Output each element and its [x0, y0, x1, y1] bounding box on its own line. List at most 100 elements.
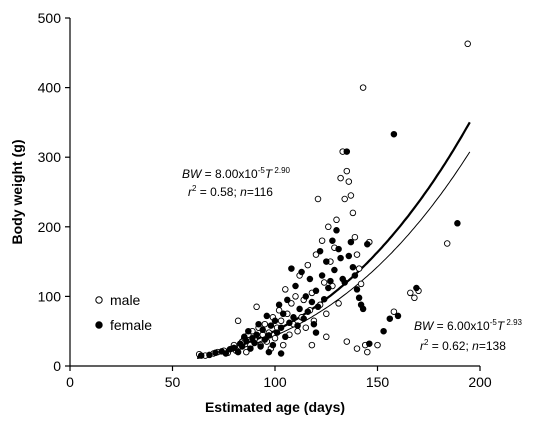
- female-point: [347, 238, 355, 246]
- female-point: [306, 275, 314, 283]
- male-point: [292, 293, 299, 300]
- male-stats-r: r: [188, 185, 193, 199]
- female-point: [380, 327, 387, 335]
- male-point: [343, 338, 351, 345]
- male-eq-main: = 8.00x10: [201, 167, 258, 181]
- female-point: [359, 305, 367, 313]
- y-tick-label: 400: [38, 80, 62, 96]
- male-point: [308, 341, 316, 349]
- female-point: [454, 220, 461, 227]
- male-point: [359, 84, 367, 91]
- male-point: [304, 261, 312, 269]
- female-point: [312, 329, 320, 336]
- female-point: [265, 332, 273, 339]
- female-eq-main: = 6.00x10: [433, 319, 490, 333]
- female-point: [394, 312, 402, 320]
- male-point: [343, 167, 351, 175]
- data-points: [195, 40, 471, 359]
- male-point: [364, 348, 371, 356]
- female-stats-n: n: [472, 339, 479, 353]
- x-tick-label: 50: [165, 374, 181, 390]
- female-point: [284, 296, 291, 304]
- female-fit-stats: r2 = 0.62; n=138: [420, 338, 506, 353]
- female-point: [327, 277, 334, 285]
- male-point: [323, 333, 330, 341]
- male-point: [302, 324, 310, 331]
- female-point: [261, 336, 269, 343]
- male-point: [357, 280, 365, 288]
- female-point: [247, 345, 254, 352]
- female-stats-r-exp: 2: [424, 338, 429, 347]
- female-point: [296, 305, 303, 313]
- female-point: [273, 329, 281, 336]
- legend-female-label: female: [110, 317, 152, 333]
- female-point: [259, 326, 266, 334]
- female-eq-prefix: BW: [414, 319, 435, 333]
- female-point: [269, 341, 277, 349]
- male-eq-prefix: BW: [182, 167, 203, 181]
- male-point: [347, 192, 355, 199]
- female-point: [413, 284, 420, 292]
- y-axis-title: Body weight (g): [9, 140, 25, 245]
- female-point: [294, 322, 301, 329]
- male-point: [282, 286, 289, 293]
- male-point: [279, 341, 287, 349]
- y-tick-label: 500: [38, 10, 62, 26]
- male-stats-n-val: =116: [247, 185, 273, 199]
- male-point: [288, 300, 295, 307]
- female-point: [390, 130, 398, 138]
- female-point: [277, 350, 285, 357]
- female-point: [302, 293, 310, 300]
- female-point: [312, 287, 320, 295]
- male-point: [355, 265, 363, 272]
- female-eq-exp2: 2.93: [504, 318, 522, 327]
- female-point: [290, 314, 297, 321]
- female-point: [245, 327, 252, 335]
- male-point: [261, 320, 269, 328]
- male-eq-exp2: 2.90: [272, 166, 290, 175]
- female-point: [212, 349, 219, 357]
- female-point: [323, 258, 330, 265]
- female-point: [329, 237, 336, 244]
- male-point: [407, 289, 414, 297]
- female-point: [279, 310, 287, 318]
- female-point: [292, 282, 299, 290]
- axes: [69, 18, 480, 367]
- female-stats-n-val: =138: [479, 339, 506, 353]
- female-point: [277, 324, 285, 331]
- female-point: [197, 352, 205, 359]
- male-point: [312, 251, 320, 258]
- male-point: [318, 237, 326, 244]
- female-point: [286, 319, 293, 327]
- female-point: [251, 339, 258, 347]
- male-point: [443, 240, 451, 247]
- female-point: [282, 333, 289, 341]
- male-fit-stats: r2 = 0.58; n=116: [188, 184, 273, 199]
- female-point: [238, 343, 246, 350]
- male-point: [464, 40, 471, 48]
- female-point: [325, 284, 332, 292]
- female-point: [320, 295, 328, 303]
- female-point: [271, 317, 279, 325]
- female-point: [234, 348, 242, 356]
- male-stats-r-exp: 2: [192, 184, 197, 193]
- male-point: [234, 317, 242, 325]
- male-point: [337, 174, 344, 182]
- female-point: [337, 254, 344, 262]
- legend-male-marker: [95, 296, 103, 304]
- female-point: [263, 312, 271, 320]
- female-stats-r: r: [420, 339, 425, 353]
- ticks: 0 50 100 150 200 0 100 200 300 400 500: [38, 10, 492, 390]
- female-point: [255, 320, 262, 328]
- female-point: [349, 263, 357, 271]
- y-tick-label: 100: [38, 288, 62, 304]
- legend-male-label: male: [110, 292, 141, 308]
- female-point: [275, 301, 283, 309]
- female-point: [253, 331, 260, 338]
- male-point: [333, 216, 340, 224]
- male-point: [390, 308, 398, 315]
- male-point: [325, 223, 332, 231]
- male-point: [411, 294, 418, 302]
- male-point: [294, 327, 301, 335]
- male-point: [345, 178, 353, 185]
